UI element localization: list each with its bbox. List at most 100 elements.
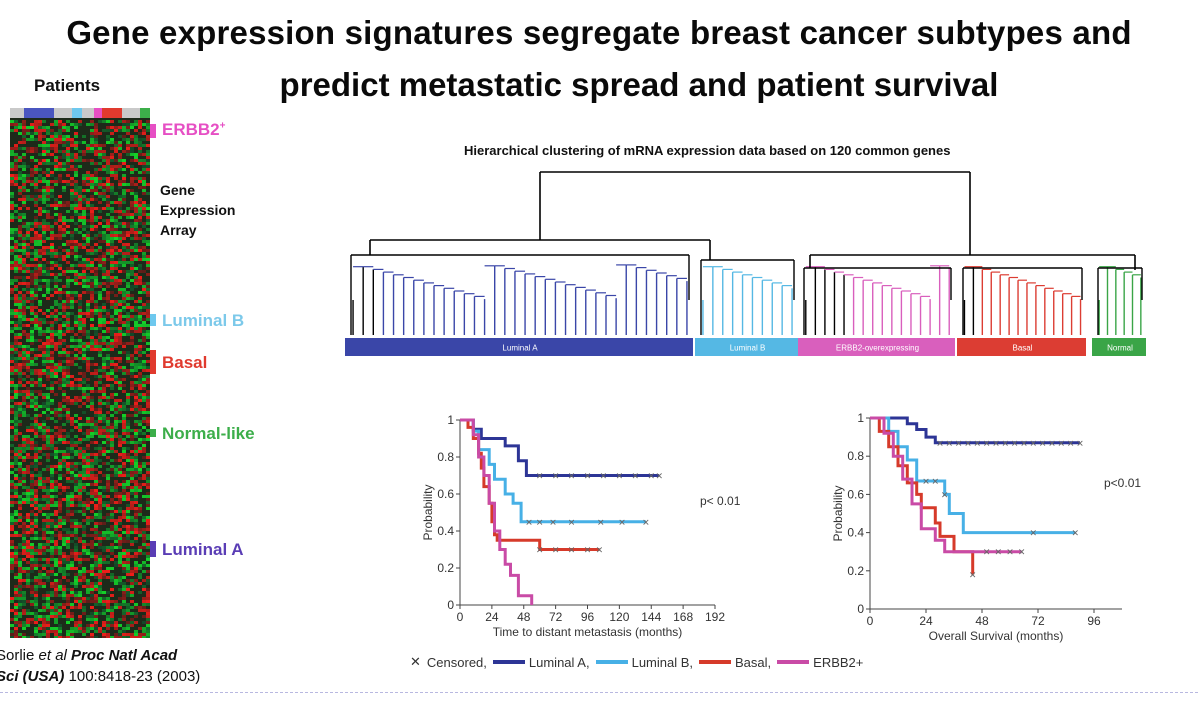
heatmap-cell xyxy=(66,621,70,624)
heatmap-cell xyxy=(102,429,106,432)
heatmap-cell xyxy=(126,594,130,597)
heatmap-cell xyxy=(34,225,38,228)
heatmap-cell xyxy=(110,429,114,432)
heatmap-cell xyxy=(74,276,78,279)
heatmap-cell xyxy=(30,228,34,231)
heatmap-cell xyxy=(34,588,38,591)
heatmap-cell xyxy=(78,264,82,267)
heatmap-cell xyxy=(110,414,114,417)
heatmap-cell xyxy=(34,444,38,447)
heatmap-cell xyxy=(78,345,82,348)
heatmap-cell xyxy=(22,516,26,519)
heatmap-cell xyxy=(110,474,114,477)
erbb2-label: ERBB2+ xyxy=(162,120,225,140)
heatmap-cell xyxy=(94,177,98,180)
heatmap-cell xyxy=(54,621,58,624)
heatmap-cell xyxy=(62,291,66,294)
heatmap-cell xyxy=(78,156,82,159)
heatmap-cell xyxy=(82,456,86,459)
patient-subtype-band xyxy=(10,108,24,118)
heatmap-cell xyxy=(82,210,86,213)
heatmap-cell xyxy=(94,609,98,612)
heatmap-cell xyxy=(130,138,134,141)
heatmap-cell xyxy=(74,135,78,138)
heatmap-cell xyxy=(10,501,14,504)
heatmap-cell xyxy=(66,180,70,183)
heatmap-cell xyxy=(126,225,130,228)
heatmap-cell xyxy=(146,543,150,546)
heatmap-cell xyxy=(122,366,126,369)
heatmap-cell xyxy=(130,144,134,147)
heatmap-cell xyxy=(10,177,14,180)
heatmap-cell xyxy=(110,282,114,285)
heatmap-cell xyxy=(86,267,90,270)
heatmap-cell xyxy=(66,252,70,255)
heatmap-cell xyxy=(34,519,38,522)
heatmap-cell xyxy=(118,216,122,219)
heatmap-cell xyxy=(26,393,30,396)
heatmap-cell xyxy=(98,369,102,372)
heatmap-cell xyxy=(74,324,78,327)
heatmap-cell xyxy=(86,423,90,426)
heatmap-cell xyxy=(66,600,70,603)
heatmap-cell xyxy=(138,609,142,612)
heatmap-cell xyxy=(114,171,118,174)
heatmap-cell xyxy=(102,621,106,624)
heatmap-cell xyxy=(126,555,130,558)
heatmap-cell xyxy=(10,498,14,501)
heatmap-cell xyxy=(18,357,22,360)
heatmap-cell xyxy=(98,378,102,381)
heatmap-cell xyxy=(134,123,138,126)
heatmap-cell xyxy=(66,366,70,369)
heatmap-cell xyxy=(82,576,86,579)
heatmap-cell xyxy=(78,447,82,450)
heatmap-cell xyxy=(78,405,82,408)
heatmap-cell xyxy=(34,339,38,342)
heatmap-cell xyxy=(98,585,102,588)
heatmap-cell xyxy=(134,612,138,615)
heatmap-cell xyxy=(78,231,82,234)
heatmap-cell xyxy=(22,240,26,243)
heatmap-cell xyxy=(38,225,42,228)
heatmap-cell xyxy=(22,195,26,198)
heatmap-cell xyxy=(122,633,126,636)
heatmap-cell xyxy=(50,486,54,489)
heatmap-cell xyxy=(18,603,22,606)
heatmap-cell xyxy=(62,543,66,546)
heatmap-cell xyxy=(138,345,142,348)
heatmap-cell xyxy=(46,147,50,150)
heatmap-cell xyxy=(130,549,134,552)
heatmap-cell xyxy=(70,450,74,453)
heatmap-cell xyxy=(10,540,14,543)
heatmap-cell xyxy=(26,516,30,519)
heatmap-cell xyxy=(130,330,134,333)
heatmap-cell xyxy=(94,267,98,270)
heatmap-cell xyxy=(146,126,150,129)
heatmap-cell xyxy=(122,333,126,336)
heatmap-cell xyxy=(94,345,98,348)
heatmap-cell xyxy=(78,384,82,387)
heatmap-cell xyxy=(90,228,94,231)
heatmap-cell xyxy=(22,396,26,399)
heatmap-cell xyxy=(18,456,22,459)
heatmap-cell xyxy=(146,519,150,522)
heatmap-cell xyxy=(22,282,26,285)
heatmap-cell xyxy=(22,270,26,273)
km-y-tick-label: 0.6 xyxy=(847,487,864,501)
heatmap-cell xyxy=(10,558,14,561)
heatmap-cell xyxy=(14,534,18,537)
heatmap-cell xyxy=(138,429,142,432)
heatmap-cell xyxy=(74,576,78,579)
heatmap-cell xyxy=(50,171,54,174)
heatmap-cell xyxy=(38,384,42,387)
heatmap-cell xyxy=(126,459,130,462)
heatmap-cell xyxy=(126,633,130,636)
heatmap-cell xyxy=(26,414,30,417)
heatmap-cell xyxy=(62,366,66,369)
heatmap-cell xyxy=(102,267,106,270)
heatmap-cell xyxy=(10,129,14,132)
heatmap-cell xyxy=(94,189,98,192)
heatmap-cell xyxy=(22,390,26,393)
heatmap-cell xyxy=(38,618,42,621)
heatmap-cell xyxy=(126,402,130,405)
